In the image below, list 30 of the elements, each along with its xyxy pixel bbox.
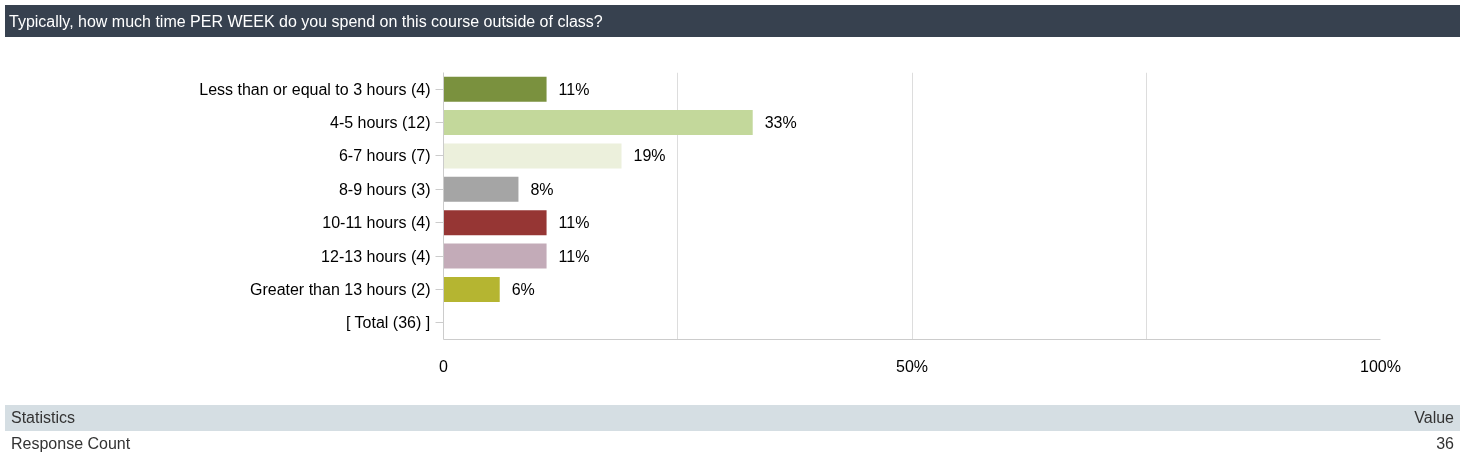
data-label: 11% (558, 80, 590, 98)
y-tick-label: 12-13 hours (4) (321, 247, 431, 265)
text: Response Count (11, 433, 132, 454)
data-label: 11% (558, 247, 590, 265)
x-tick-label: 100% (1360, 357, 1401, 375)
text: Statistics (11, 407, 76, 428)
data-label: 33% (764, 114, 797, 132)
data-label: 19% (633, 147, 666, 165)
data-label: 11% (558, 214, 590, 232)
bar (443, 110, 753, 136)
y-tick-label: Greater than 13 hours (2) (249, 280, 431, 298)
data-label: 6% (511, 280, 535, 298)
bar (443, 243, 547, 269)
y-tick-label: 4-5 hours (12) (330, 114, 431, 132)
text: 36 (1435, 433, 1454, 454)
y-tick-label: 6-7 hours (7) (338, 147, 431, 165)
bar (443, 276, 500, 302)
x-tick-label: 50% (895, 357, 929, 375)
y-tick-label: [ Total (36) ] (346, 314, 431, 332)
text: Value (1413, 407, 1454, 428)
bar (443, 143, 622, 169)
data-label: 8% (530, 180, 554, 198)
bar (443, 210, 547, 236)
y-tick-label: Less than or equal to 3 hours (4) (199, 80, 431, 98)
bar (443, 76, 547, 102)
x-tick-label: 0 (439, 357, 449, 375)
y-tick-label: 10-11 hours (4) (322, 214, 431, 232)
y-tick-label: 8-9 hours (3) (338, 180, 431, 198)
text: Typically, how much time PER WEEK do you spend on this course outside of class? (5, 5, 1460, 37)
bar (443, 176, 519, 202)
